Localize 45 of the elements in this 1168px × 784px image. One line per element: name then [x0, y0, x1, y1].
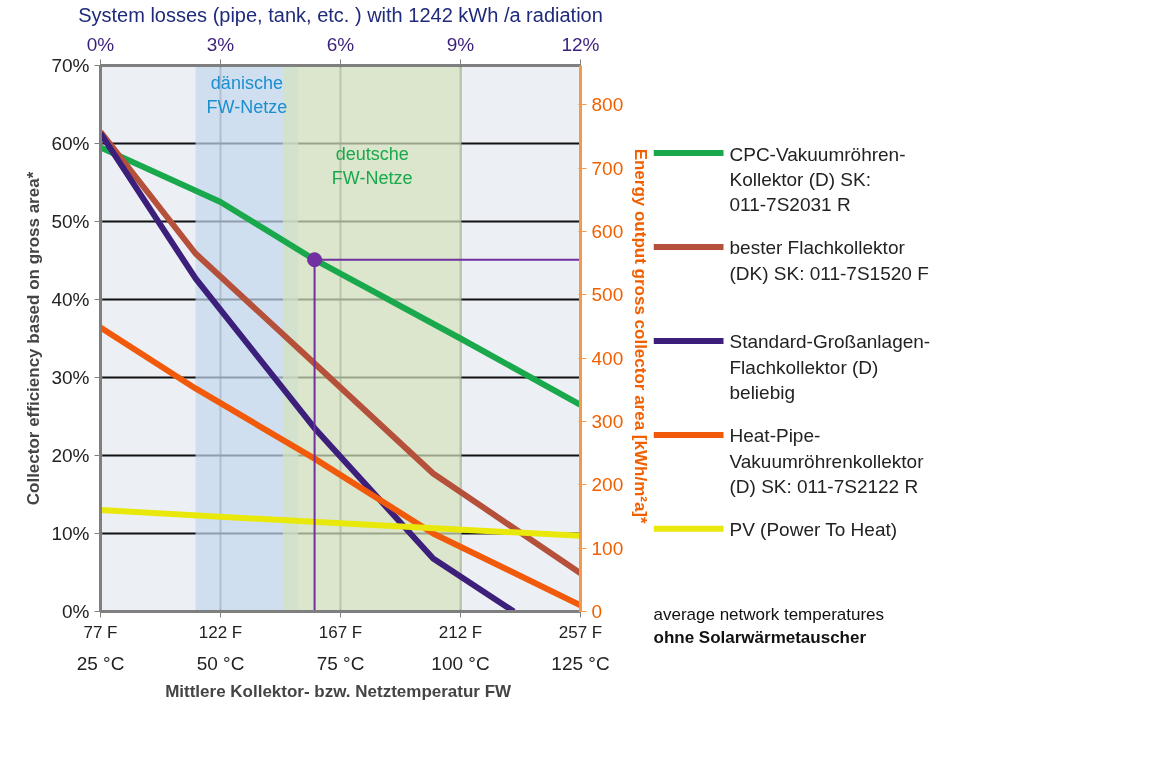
y-tick-label: 50% [51, 211, 90, 232]
x-tick-label: 25 °C [76, 652, 125, 674]
x2-axis-title: System losses (pipe, tank, etc. ) with 1242 kWh /a radiation [78, 3, 603, 26]
text: 257 F [558, 622, 603, 642]
y2-axis-title: Energy output gross collector area [kWh/m²a]* [631, 148, 651, 525]
y-tick-label: 70% [51, 55, 90, 76]
y2-tick-label: 600 [591, 220, 624, 242]
text: 212 F [438, 622, 483, 642]
text: 77 F [83, 622, 118, 642]
x-tick-label: 100 °C [431, 652, 490, 674]
x2-tick-label: 0% [86, 33, 115, 55]
x-axis-title: Mittlere Kollektor- bzw. Netztemperatur FW [165, 681, 513, 701]
y-tick-label: 0% [62, 601, 90, 622]
x2-tick-label: 9% [446, 33, 475, 55]
y-axis-title: Collector efficiency based on gross area* [24, 171, 44, 506]
x2-tick-label: 3% [206, 33, 235, 55]
text: 122 F [198, 622, 243, 642]
y-tick-label: 60% [51, 133, 90, 154]
band-label: dänische FW-Netze [206, 73, 288, 118]
y2-tick-label: 500 [591, 284, 624, 306]
x2-tick-label: 6% [326, 33, 355, 55]
text: average network temperatures [653, 605, 885, 625]
x2-tick-label: 12% [561, 33, 600, 55]
band-label: deutsche FW-Netze [331, 143, 413, 188]
legend-label: CPC-Vakuumröhren-Kollektor (D) SK: 011-7S2031 R [729, 143, 906, 215]
text: ohne Solarwärmetauscher [653, 627, 867, 647]
legend-label: Heat-Pipe-Vakuumröhrenkollektor (D) SK: 011-7S2122 R [729, 425, 925, 497]
y2-tick-label: 300 [591, 410, 624, 432]
legend-label: PV (Power To Heat) [729, 519, 898, 541]
y-tick-label: 40% [51, 289, 90, 310]
y2-tick-label: 100 [591, 537, 624, 559]
legend-label: bester Flachkollektor (DK) SK: 011-7S1520 F [729, 237, 929, 284]
y2-tick-label: 400 [591, 347, 624, 369]
legend-label: Standard-Großanlagen-Flachkollektor (D) beliebig [729, 331, 931, 403]
y2-tick-label: 700 [591, 157, 624, 179]
y-tick-label: 30% [51, 367, 90, 388]
y-tick-label: 10% [51, 523, 90, 544]
x-tick-label: 125 °C [551, 652, 610, 674]
y2-tick-label: 200 [591, 474, 624, 496]
x-tick-label: 50 °C [196, 652, 245, 674]
y2-tick-label: 0 [591, 601, 603, 622]
y-tick-label: 20% [51, 445, 90, 466]
text: 167 F [318, 622, 363, 642]
y2-tick-label: 800 [591, 94, 624, 116]
x-tick-label: 75 °C [316, 652, 365, 674]
